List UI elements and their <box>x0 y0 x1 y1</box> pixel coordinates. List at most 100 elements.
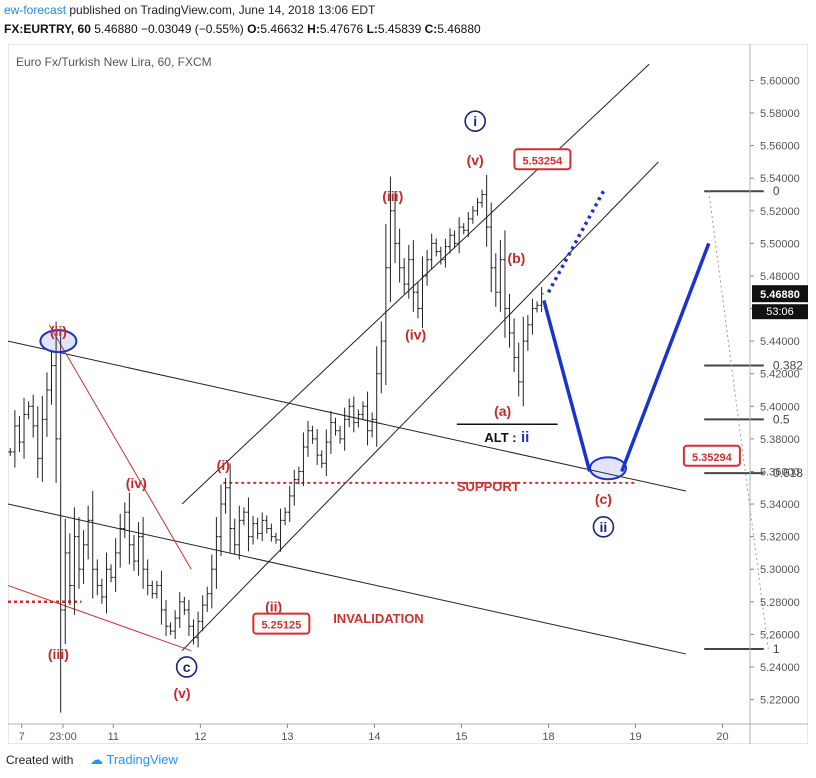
y-tick-label: 5.52000 <box>760 206 800 218</box>
x-tick-label: 13 <box>281 731 293 743</box>
price-callout-box <box>513 148 572 171</box>
wave-circle <box>464 110 486 132</box>
fib-level-label: 0.5 <box>773 412 790 426</box>
y-tick-label: 5.56000 <box>760 141 800 153</box>
price-callout-text: 5.25125 <box>261 620 301 632</box>
wave-label: (v) <box>173 685 190 701</box>
y-tick-label: 5.32000 <box>760 532 800 544</box>
high-value: 5.47676 <box>319 22 364 36</box>
y-tick-label: 5.22000 <box>760 695 800 707</box>
lower-descending-channel <box>7 503 686 655</box>
highlight-ellipse <box>39 329 78 354</box>
fib-level-label: 0 <box>773 184 780 198</box>
wave-label: (i) <box>217 457 230 473</box>
highlight-ellipse <box>589 456 628 481</box>
y-tick-label: 5.28000 <box>760 597 800 609</box>
x-tick-label: 15 <box>455 731 467 743</box>
footer: Created with ☁ TradingView <box>0 744 816 778</box>
countdown-tag <box>752 304 808 320</box>
rising-channel-lower <box>181 161 659 652</box>
wave-label: (ii) <box>50 323 67 339</box>
fib-level-label: 0.618 <box>773 466 803 480</box>
tradingview-logo[interactable]: ☁ TradingView <box>90 752 178 768</box>
projected-dotted-extension <box>546 190 605 294</box>
low-value: 5.45839 <box>377 22 422 36</box>
open-label: O: <box>247 22 261 36</box>
author-link[interactable]: ew-forecast <box>4 3 67 17</box>
current-price-text: 5.46880 <box>760 289 800 301</box>
wave-circle-label: c <box>183 659 191 675</box>
wave-label: (iii) <box>48 646 69 662</box>
x-tick-label: 7 <box>19 731 25 743</box>
price-chart[interactable]: Euro Fx/Turkish New Lira, 60, FXCM 0 0.382… <box>7 43 809 745</box>
wave-label: (v) <box>467 152 484 168</box>
y-tick-label: 5.38000 <box>760 434 800 446</box>
wave-label: (iv) <box>126 475 147 491</box>
price-callout-text: 5.35294 <box>692 452 733 464</box>
alt-label: ALT : <box>484 430 516 445</box>
tradingview-brand: TradingView <box>106 752 178 767</box>
tradingview-cloud-icon: ☁ <box>90 752 103 767</box>
y-tick-label: 5.40000 <box>760 401 800 413</box>
wave-circle-label: i <box>473 113 477 129</box>
y-tick-label: 5.50000 <box>760 238 800 250</box>
x-tick-label: 20 <box>716 731 728 743</box>
chart-frame-border <box>7 43 809 745</box>
y-tick-label: 5.24000 <box>760 662 800 674</box>
alt-wave-label: ii <box>521 429 529 446</box>
high-label: H: <box>307 22 320 36</box>
publish-line: ew-forecast published on TradingView.com… <box>4 3 375 17</box>
x-tick-label: 11 <box>108 731 119 743</box>
y-tick-label: 5.42000 <box>760 369 800 381</box>
rising-channel-upper <box>181 63 650 505</box>
y-tick-label: 5.36000 <box>760 466 800 478</box>
wave-circle <box>592 516 615 538</box>
y-tick-label: 5.58000 <box>760 108 800 120</box>
chart-title: Euro Fx/Turkish New Lira, 60, FXCM <box>16 55 212 69</box>
current-price-tag <box>752 285 808 303</box>
price-callout-text: 5.53254 <box>523 155 564 167</box>
wave-label: (iv) <box>405 326 426 342</box>
wave-label: (b) <box>507 250 525 266</box>
x-tick-label: 12 <box>194 731 206 743</box>
x-tick-label: 14 <box>368 731 380 743</box>
y-tick-label: 5.44000 <box>760 336 800 348</box>
red-trendline-upper <box>48 324 192 570</box>
price-callout-box <box>682 444 741 467</box>
y-tick-label: 5.30000 <box>760 564 800 576</box>
red-trendline-lower <box>7 585 192 652</box>
created-with-text: Created with <box>6 753 74 767</box>
price-change: −0.03049 (−0.55%) <box>140 22 244 36</box>
quote-line: FX:EURTRY, 60 5.46880 −0.03049 (−0.55%) … <box>4 22 481 36</box>
open-value: 5.46632 <box>260 22 304 36</box>
chart-header: ew-forecast published on TradingView.com… <box>0 0 816 44</box>
countdown-text: 53:06 <box>766 306 794 318</box>
close-value: 5.46880 <box>437 22 481 36</box>
wave-label: (a) <box>494 403 511 419</box>
wave-label: (ii) <box>265 599 282 615</box>
fib-diagonal <box>708 191 769 650</box>
x-tick-label: 19 <box>629 731 641 743</box>
y-tick-label: 5.60000 <box>760 75 800 87</box>
x-tick-label: 23:00 <box>49 731 77 743</box>
x-tick-label: 18 <box>542 731 554 743</box>
low-label: L: <box>366 22 378 36</box>
last-price: 5.46880 <box>94 22 138 36</box>
upper-descending-channel <box>7 340 686 492</box>
publish-text: published on TradingView.com, June 14, 2… <box>69 3 376 17</box>
chart-area[interactable]: Euro Fx/Turkish New Lira, 60, FXCM 0 0.382… <box>7 43 809 745</box>
projected-leg-up <box>620 242 711 473</box>
fib-level-label: 0.382 <box>773 359 803 373</box>
symbol-label: FX:EURTRY, 60 <box>4 22 91 36</box>
wave-label: (iii) <box>382 188 403 204</box>
y-tick-label: 5.26000 <box>760 629 800 641</box>
projected-leg-down <box>542 299 592 472</box>
price-callout-box <box>252 612 311 635</box>
y-tick-label: 5.54000 <box>760 173 800 185</box>
y-tick-label: 5.48000 <box>760 271 800 283</box>
fib-level-label: 1 <box>773 642 780 656</box>
support-label: SUPPORT <box>457 479 520 494</box>
close-label: C: <box>424 22 438 36</box>
wave-circle-label: ii <box>600 519 608 535</box>
y-tick-label: 5.34000 <box>760 499 800 511</box>
